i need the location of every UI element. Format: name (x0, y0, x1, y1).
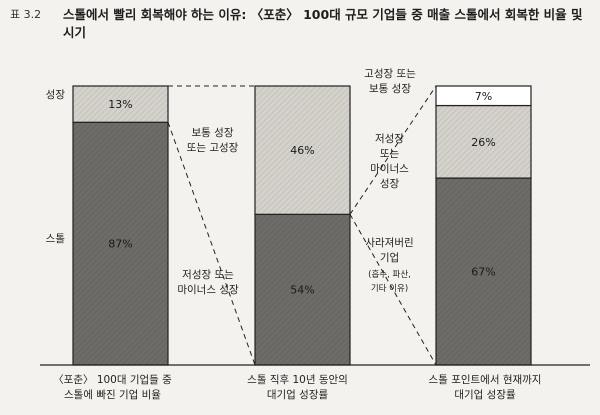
bar3-segment-disappeared-label: 사라져버린 기업 (365, 237, 414, 264)
category-label-1: 〈포춘〉 100대 기업들 중 스톨에 빠진 기업 비율 (53, 374, 172, 401)
connector-line-upper-2 (349, 85, 437, 215)
bar3-segment-low-negative-label: 저성장 또는 마이너스 성장 (370, 133, 409, 190)
connector-line-lower-2 (349, 214, 437, 366)
chart-title: 스톨에서 빨리 회복해야 하는 이유: 〈포춘〉 100대 규모 기업들 중 매… (63, 7, 583, 40)
bar1-segment-growth-label: 성장 (45, 89, 65, 101)
bar2-segment-1-value-label: 54% (290, 284, 314, 297)
bar2-segment-low-negative-label: 저성장 또는 마이너스 성장 (177, 269, 239, 296)
bar2-segment-1-texture (255, 214, 350, 365)
bar3-segment-1-value-label: 67% (471, 266, 495, 279)
bar2-segment-moderate-high-label: 보통 성장 또는 고성장 (186, 127, 239, 154)
bar3-segment-disappeared-sublabel: (흡수, 파산, 기타 이유) (368, 270, 411, 294)
connector-line-lower-1 (167, 122, 256, 366)
bar1-segment-1-texture (73, 122, 168, 366)
figure-number: 표 3.2 (10, 8, 42, 21)
bar3-segment-1-texture (436, 178, 531, 365)
bar2-segment-2-texture (255, 86, 350, 215)
bar1-segment-stall-label: 스톨 (45, 233, 65, 245)
bar3-segment-high-moderate-label: 고성장 또는 보통 성장 (364, 68, 416, 95)
bar3-segment-2-value-label: 26% (471, 136, 495, 149)
category-label-2: 스톨 직후 10년 동안의 대기업 성장률 (247, 374, 348, 401)
bar2-segment-2-value-label: 46% (290, 144, 314, 157)
bar1-segment-1-value-label: 87% (108, 238, 132, 251)
category-label-3: 스톨 포인트에서 현재까지 대기업 성장률 (428, 374, 542, 401)
bar1-segment-2-texture (73, 86, 168, 123)
bar3-segment-3-value-label: 7% (475, 90, 492, 103)
bar3-segment-3 (435, 85, 532, 107)
bar3-segment-2-texture (436, 105, 531, 179)
bar1-segment-2-value-label: 13% (108, 98, 132, 111)
